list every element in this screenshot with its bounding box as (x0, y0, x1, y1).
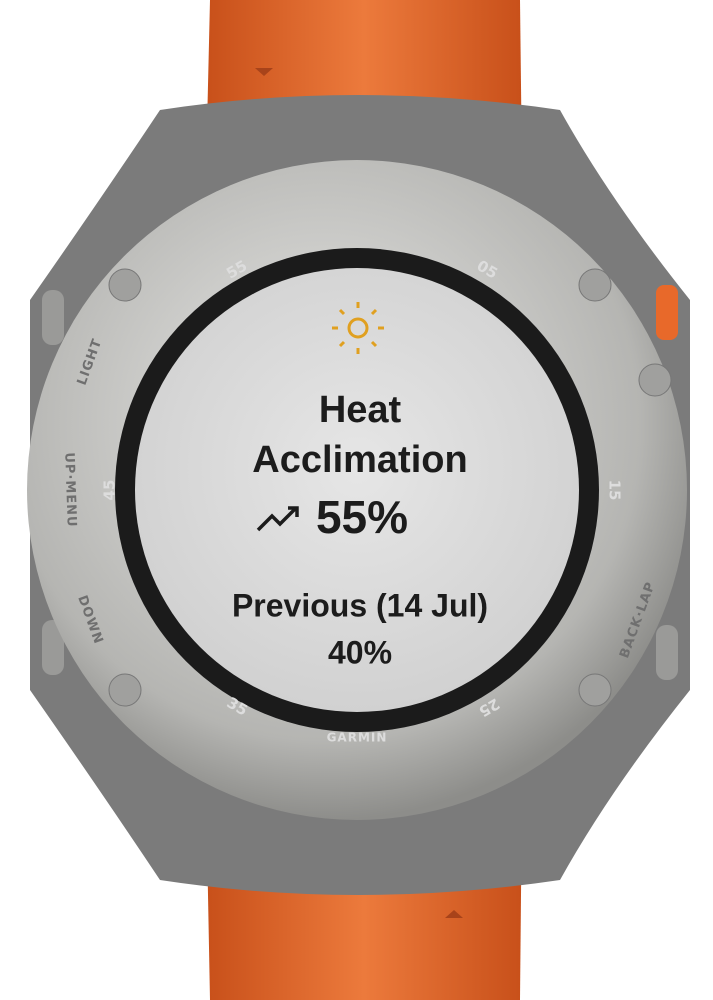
screen (135, 268, 579, 712)
marker: 45 (101, 480, 119, 501)
value: 55% (316, 491, 408, 543)
screws (108, 268, 672, 707)
marker: 15 (606, 480, 624, 501)
title-line: Heat (319, 389, 402, 431)
button-label: UP·MENU (61, 452, 79, 528)
title-line: Acclimation (252, 439, 467, 481)
previous-value: 40% (328, 634, 392, 670)
sun-icon (332, 302, 384, 354)
previous-label: Previous (14 Jul) (232, 587, 488, 623)
brand: GARMIN (327, 731, 388, 745)
trend-icon (256, 506, 299, 532)
